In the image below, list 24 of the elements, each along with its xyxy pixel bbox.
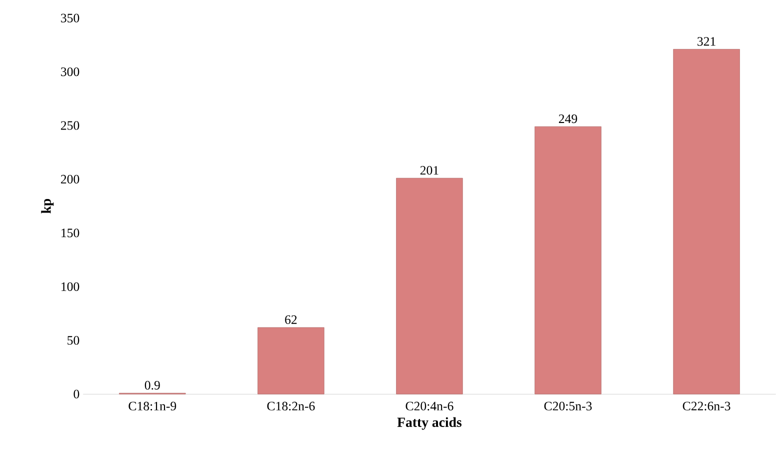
y-tick-label: 50 [68, 336, 80, 345]
data-label: 0.9 [144, 380, 160, 390]
y-tick-label: 150 [62, 228, 80, 238]
x-tick-label: C18:2n-6 [267, 402, 315, 410]
data-label: 249 [558, 114, 578, 124]
y-tick-label: 100 [62, 282, 80, 291]
bar [396, 178, 463, 394]
data-label: 62 [285, 315, 297, 324]
x-tick-label: C20:4n-6 [406, 402, 454, 410]
x-tick-label: C18:1n-9 [128, 402, 176, 410]
bar [673, 48, 740, 394]
bar [258, 327, 324, 394]
bar [534, 126, 602, 394]
y-axis-title: kp [41, 198, 54, 214]
x-tick-label: C20:5n-3 [544, 402, 592, 410]
y-tick-label: 0 [74, 390, 80, 398]
data-label: 321 [698, 37, 716, 46]
y-tick-label: 300 [61, 67, 80, 76]
y-tick-label: 200 [60, 174, 80, 184]
y-tick-label: 350 [61, 14, 80, 22]
y-tick-label: 250 [60, 121, 80, 130]
x-axis-title: Fatty acids [397, 417, 462, 430]
data-label: 201 [420, 166, 438, 175]
x-tick-label: C22:6n-3 [682, 402, 730, 410]
